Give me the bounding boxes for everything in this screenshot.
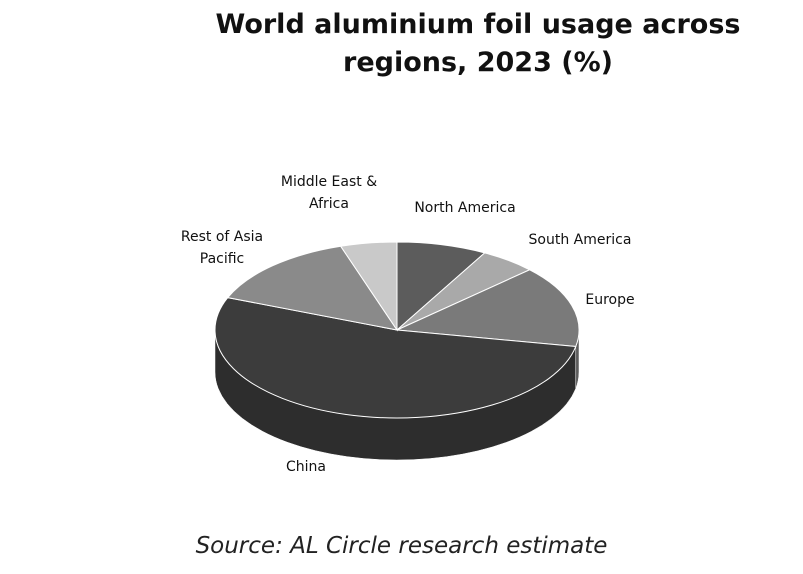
slice	[396, 241, 486, 332]
slice-label: Middle East & Africa	[280, 174, 378, 212]
source-note: Source: AL Circle research estimate	[195, 533, 608, 559]
slice-label: Rest of Asia Pacific	[180, 229, 264, 267]
slice-label: South America	[528, 232, 632, 248]
slice-label: Europe	[585, 292, 635, 308]
slice	[339, 241, 398, 332]
slice	[214, 297, 577, 419]
slice	[395, 269, 580, 348]
chart-title: World aluminium foil usage across region…	[215, 9, 741, 78]
slice-label: China	[286, 459, 326, 475]
slice-label: North America	[414, 200, 516, 216]
